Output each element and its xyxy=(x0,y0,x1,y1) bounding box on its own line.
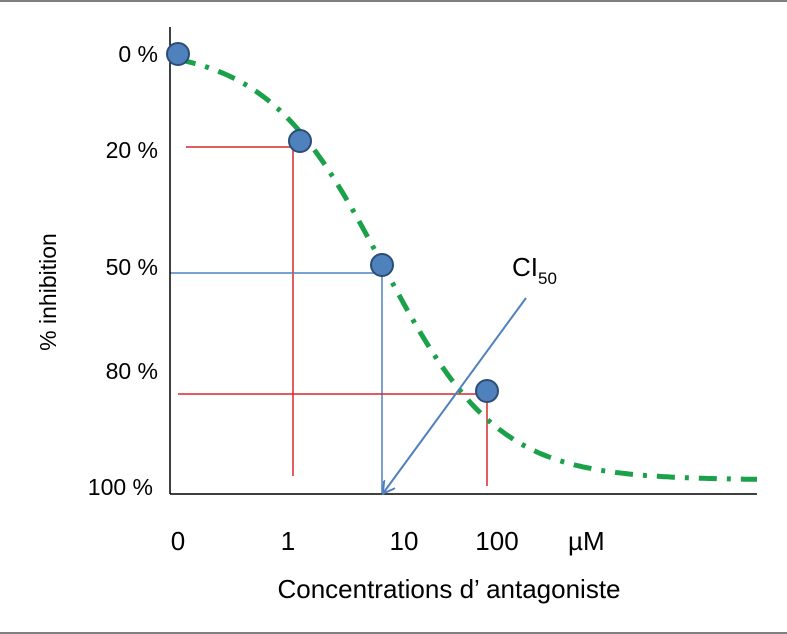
ci50-label: CI50 xyxy=(512,252,557,288)
data-point xyxy=(166,42,190,66)
dose-response-curve xyxy=(177,57,757,482)
guide-lines xyxy=(170,146,488,494)
y-tick-label: 50 % xyxy=(106,254,158,280)
x-tick-label: 0 xyxy=(171,526,185,556)
x-tick-label: 1 xyxy=(281,526,295,556)
x-axis-title: Concentrations d’ antagoniste xyxy=(277,574,620,604)
y-tick-label: 100 % xyxy=(88,474,153,500)
x-tick-label: 10 xyxy=(390,526,419,556)
ci50-subscript: 50 xyxy=(538,269,557,288)
x-unit-label: µM xyxy=(568,526,605,556)
data-point xyxy=(370,253,394,277)
y-tick-label: 20 % xyxy=(106,137,158,163)
y-axis-title: % inhibition xyxy=(35,233,61,351)
data-points xyxy=(166,42,499,403)
data-point xyxy=(288,129,312,153)
ci50-arrow xyxy=(384,297,527,492)
y-tick-label: 80 % xyxy=(106,358,158,384)
x-tick-label: 100 xyxy=(475,526,518,556)
data-point xyxy=(475,379,499,403)
y-tick-label: 0 % xyxy=(118,41,158,67)
